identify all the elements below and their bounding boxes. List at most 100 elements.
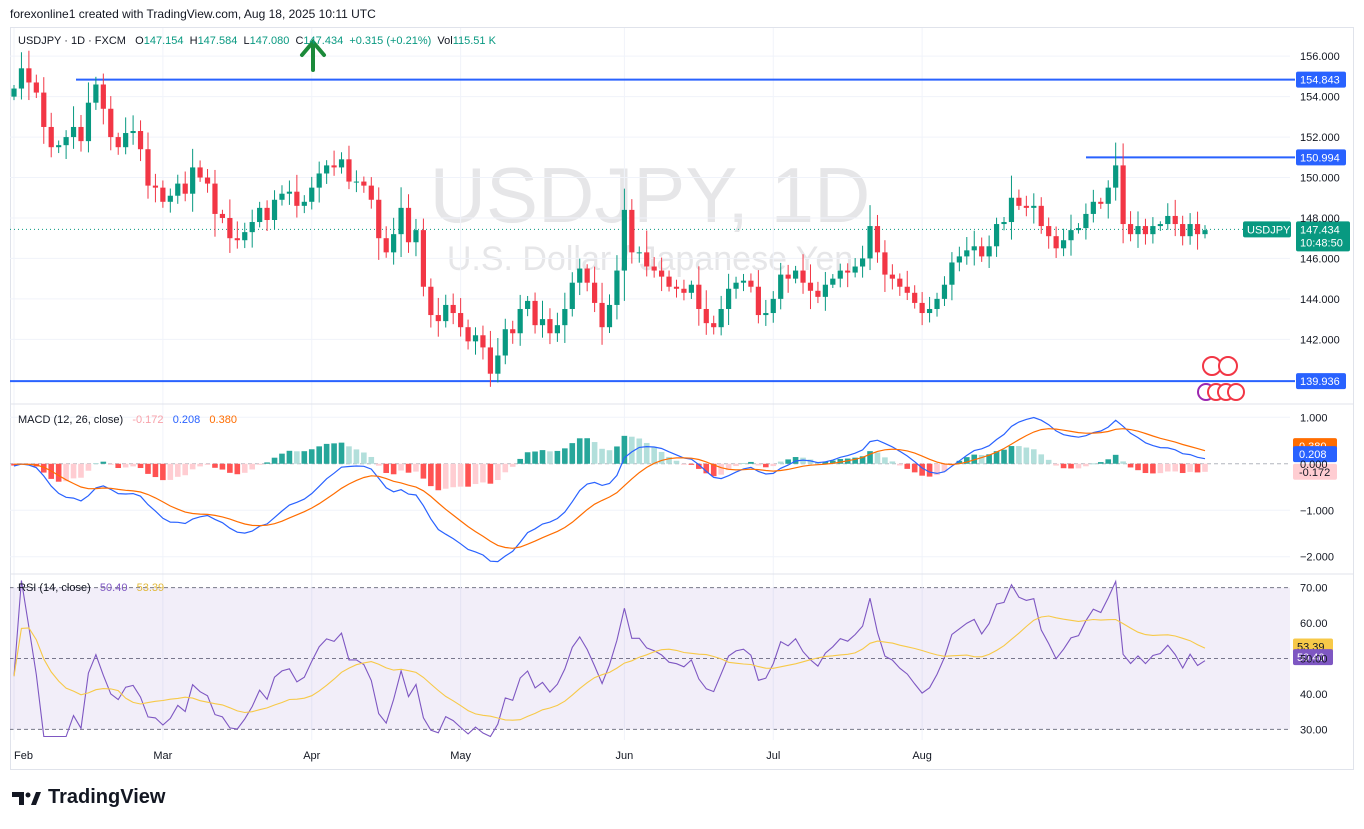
macd-histogram-bar [256,463,263,465]
candle-body [443,304,449,322]
candle-body [465,327,471,342]
candles[interactable] [11,50,1208,387]
candle-body [792,270,799,279]
time-tick-label: Aug [912,750,932,762]
macd-histogram-bar [85,463,92,471]
macd-histogram-bar [227,463,233,473]
macd-histogram-bar [777,461,784,464]
price-tick-label: 150.000 [1300,173,1340,185]
macd-histogram-bar [122,463,129,468]
tradingview-brand: TradingView [48,786,166,808]
candle-body [837,270,843,279]
symbol-legend[interactable]: USDJPY · 1D · FXCM O147.154 H147.584 L14… [18,35,496,47]
candle-body [257,207,263,223]
macd-legend[interactable]: MACD (12, 26, close) -0.172 0.208 0.380 [18,414,237,426]
time-tick-label: Apr [303,750,320,762]
price-tick-label: 142.000 [1300,334,1340,346]
macd-histogram-bar [1097,462,1104,464]
candle-body [1031,205,1037,208]
macd-histogram-bar [688,463,695,465]
tradingview-logo[interactable]: TradingView [12,786,165,809]
candle-body [673,286,680,289]
candle-body [264,207,270,220]
candle-body [941,284,948,299]
macd-histogram-bar [569,443,576,464]
macd-histogram-bar [398,463,404,471]
macd-histogram-bar [472,463,479,485]
economic-events[interactable] [1197,356,1245,401]
candle-body [405,207,412,243]
macd-value-tag-label: -0.172 [1299,467,1330,479]
candle-body [1180,224,1186,237]
macd-histogram-bar [182,463,189,476]
horizontal-levels[interactable]: 154.843 150.994 139.936 USDJPY 147.43410:48:… [10,71,1350,390]
rsi-legend[interactable]: RSI (14, close) 50.40 53.39 [18,582,164,594]
macd-histogram-bar [78,463,84,478]
macd-tick-label: −1.000 [1300,505,1334,517]
rsi-value: 50.40 [99,582,128,594]
macd-histogram-bar [710,463,717,477]
candle-body [130,131,136,134]
price-axis[interactable]: 156.000 154.000 152.000 150.000 148.000 146.0… [1300,51,1340,736]
candle-body [547,319,553,334]
candle-body [1083,213,1089,229]
macd-histogram-bar [539,450,546,464]
candle-body [204,177,211,184]
candle-body [1046,226,1052,237]
candle-body [919,302,925,314]
candle-body [56,145,62,148]
macd-histogram-bar [189,463,196,470]
candle-body [577,268,583,283]
rsi-line [13,579,1206,738]
symbol-tag-label: USDJPY [1247,224,1291,236]
macd-histogram-bar [830,460,836,464]
chart-caption: forexonline1 created with TradingView.co… [10,7,376,21]
candle-body [175,183,181,196]
candle-body [137,131,144,150]
candle-body [458,313,464,328]
candle-body [1038,205,1044,227]
macd-hist-value: -0.172 [132,414,164,426]
macd-histogram-bar [993,451,1000,464]
rsi-value-tag [1293,649,1333,666]
vol-label: Vol [437,35,453,47]
candle-body [1098,201,1104,204]
candle-body [271,199,278,220]
rsi-pane[interactable]: 53.39 50.40 [10,579,1333,738]
macd-histogram-bar [107,463,114,465]
candle-body [1187,224,1193,237]
macd-histogram-bar [576,438,583,464]
macd-histogram-bar [696,463,702,469]
time-axis[interactable]: Feb Mar Apr May Jun Jul Aug [14,750,932,762]
macd-histogram-bar [1023,447,1030,464]
macd-histogram-bar [338,442,345,464]
up-arrow-annotation [300,38,326,72]
candle-body [331,165,337,168]
macd-histogram-bar [390,463,397,475]
level-tag-label: 150.994 [1300,152,1340,164]
macd-histogram-bar [145,463,151,474]
candle-body [964,250,970,257]
macd-pane[interactable]: 0.380 0.208 -0.172 [11,416,1337,563]
watermark-title: USDJPY, 1D [430,151,871,239]
candle-body [413,230,419,243]
macd-histogram-bar [874,452,881,464]
macd-histogram-bar [1016,446,1022,464]
candle-body [353,181,360,183]
candle-body [785,274,791,279]
candle-body [160,187,166,202]
macd-histogram-bar [651,447,657,464]
rsi-tick-label: 60.00 [1300,618,1328,630]
candle-body [830,278,836,285]
macd-histogram-bar [160,463,166,481]
macd-histogram-bar [1053,463,1059,466]
vol-value: 115.51 K [452,35,496,47]
candle-body [480,335,486,348]
macd-histogram-bar [964,457,970,464]
candle-body [763,313,769,316]
macd-histogram-bar [986,454,992,464]
macd-histogram-bar [465,463,471,487]
candle-body [621,209,627,271]
candle-body [197,167,203,178]
